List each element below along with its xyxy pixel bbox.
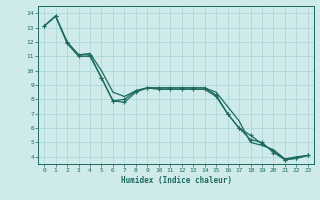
X-axis label: Humidex (Indice chaleur): Humidex (Indice chaleur) [121, 176, 231, 185]
